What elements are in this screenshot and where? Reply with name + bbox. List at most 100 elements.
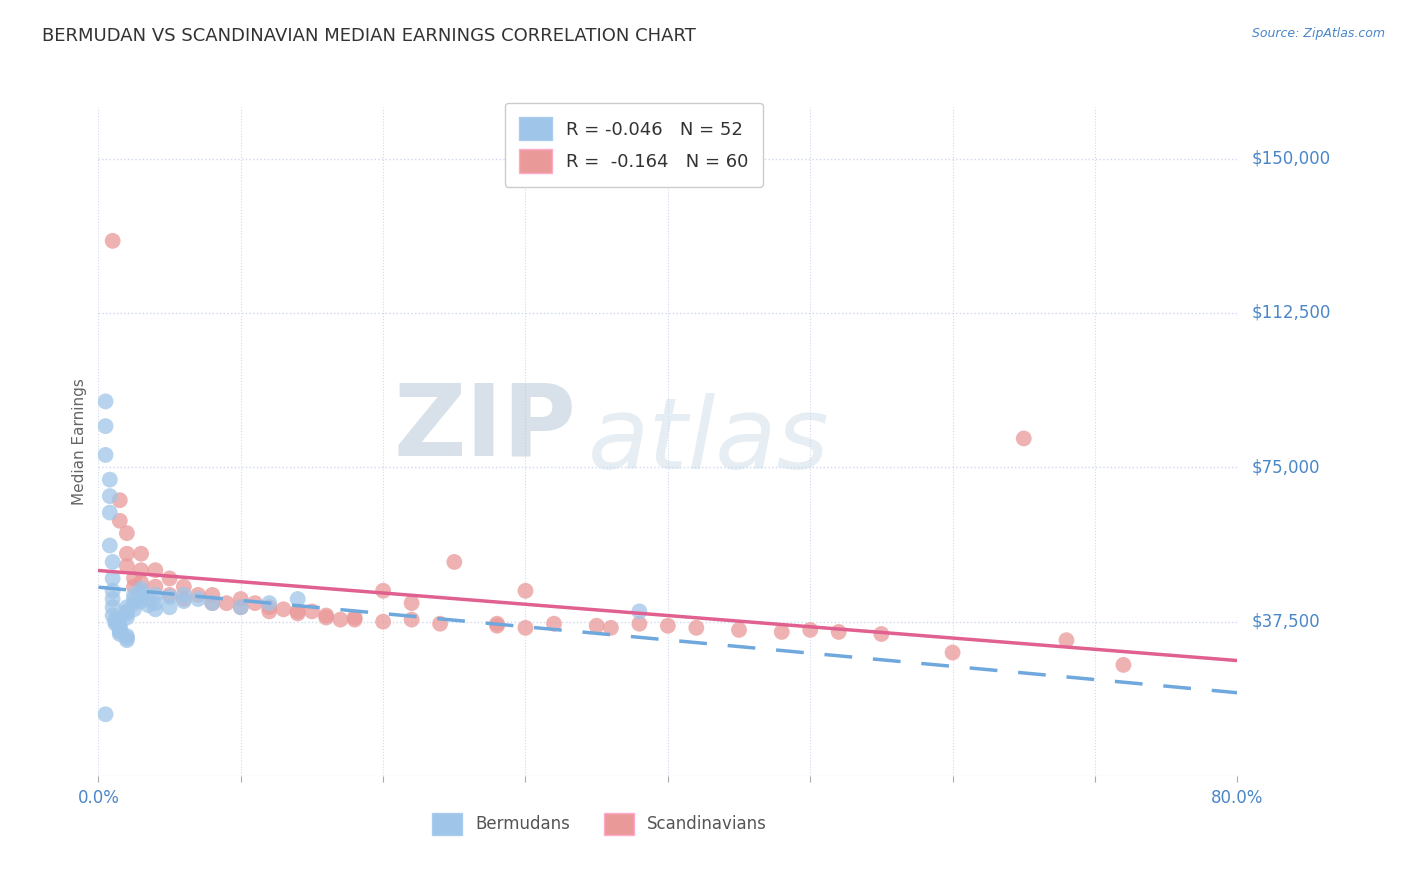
Point	[115, 547, 138, 561]
Point	[122, 571, 145, 585]
Point	[108, 624, 131, 639]
Text: $112,500: $112,500	[1251, 304, 1330, 322]
Point	[187, 592, 209, 607]
Point	[122, 592, 145, 607]
Point	[122, 596, 145, 610]
Text: ZIP: ZIP	[394, 380, 576, 476]
Legend: Bermudans, Scandinavians: Bermudans, Scandinavians	[426, 806, 773, 841]
Point	[122, 580, 145, 594]
Point	[94, 707, 117, 722]
Point	[129, 582, 152, 596]
Point	[443, 555, 465, 569]
Point	[301, 604, 323, 618]
Point	[98, 473, 121, 487]
Point	[101, 555, 124, 569]
Point	[429, 616, 451, 631]
Point	[129, 563, 152, 577]
Point	[122, 588, 145, 602]
Text: $75,000: $75,000	[1251, 458, 1320, 476]
Point	[98, 539, 121, 553]
Point	[101, 608, 124, 623]
Point	[159, 600, 181, 615]
Point	[94, 448, 117, 462]
Point	[215, 596, 238, 610]
Text: $37,500: $37,500	[1251, 613, 1320, 631]
Point	[870, 627, 893, 641]
Point	[101, 571, 124, 585]
Point	[1112, 657, 1135, 672]
Point	[486, 616, 509, 631]
Point	[159, 571, 181, 585]
Point	[115, 631, 138, 645]
Point	[329, 613, 352, 627]
Point	[628, 604, 651, 618]
Point	[543, 616, 565, 631]
Point	[108, 619, 131, 633]
Point	[229, 600, 252, 615]
Point	[94, 419, 117, 434]
Point	[201, 596, 224, 610]
Point	[259, 600, 281, 615]
Point	[129, 586, 152, 600]
Point	[145, 602, 167, 616]
Point	[315, 608, 337, 623]
Point	[515, 583, 537, 598]
Point	[108, 621, 131, 635]
Point	[104, 615, 127, 629]
Text: BERMUDAN VS SCANDINAVIAN MEDIAN EARNINGS CORRELATION CHART: BERMUDAN VS SCANDINAVIAN MEDIAN EARNINGS…	[42, 27, 696, 45]
Point	[108, 514, 131, 528]
Point	[685, 621, 707, 635]
Point	[122, 602, 145, 616]
Point	[136, 598, 159, 612]
Point	[173, 588, 195, 602]
Point	[1012, 432, 1035, 446]
Point	[942, 646, 965, 660]
Point	[136, 592, 159, 607]
Point	[585, 619, 607, 633]
Point	[515, 621, 537, 635]
Point	[628, 616, 651, 631]
Point	[145, 563, 167, 577]
Point	[187, 588, 209, 602]
Point	[104, 616, 127, 631]
Point	[104, 613, 127, 627]
Point	[1056, 633, 1078, 648]
Point	[373, 583, 395, 598]
Point	[770, 624, 793, 639]
Point	[173, 592, 195, 607]
Point	[159, 590, 181, 604]
Point	[343, 610, 366, 624]
Point	[145, 588, 167, 602]
Point	[799, 623, 821, 637]
Point	[173, 594, 195, 608]
Point	[101, 583, 124, 598]
Point	[728, 623, 751, 637]
Text: $150,000: $150,000	[1251, 150, 1330, 168]
Text: Source: ZipAtlas.com: Source: ZipAtlas.com	[1251, 27, 1385, 40]
Point	[129, 575, 152, 590]
Point	[259, 604, 281, 618]
Point	[115, 610, 138, 624]
Point	[108, 493, 131, 508]
Point	[657, 619, 679, 633]
Point	[201, 596, 224, 610]
Point	[287, 604, 309, 618]
Point	[115, 600, 138, 615]
Point	[98, 489, 121, 503]
Point	[145, 596, 167, 610]
Point	[115, 526, 138, 541]
Point	[129, 590, 152, 604]
Point	[115, 604, 138, 618]
Point	[229, 592, 252, 607]
Point	[287, 592, 309, 607]
Point	[401, 596, 423, 610]
Point	[108, 623, 131, 637]
Point	[315, 610, 337, 624]
Point	[229, 600, 252, 615]
Point	[401, 613, 423, 627]
Point	[115, 559, 138, 574]
Point	[108, 627, 131, 641]
Point	[101, 600, 124, 615]
Point	[373, 615, 395, 629]
Point	[273, 602, 295, 616]
